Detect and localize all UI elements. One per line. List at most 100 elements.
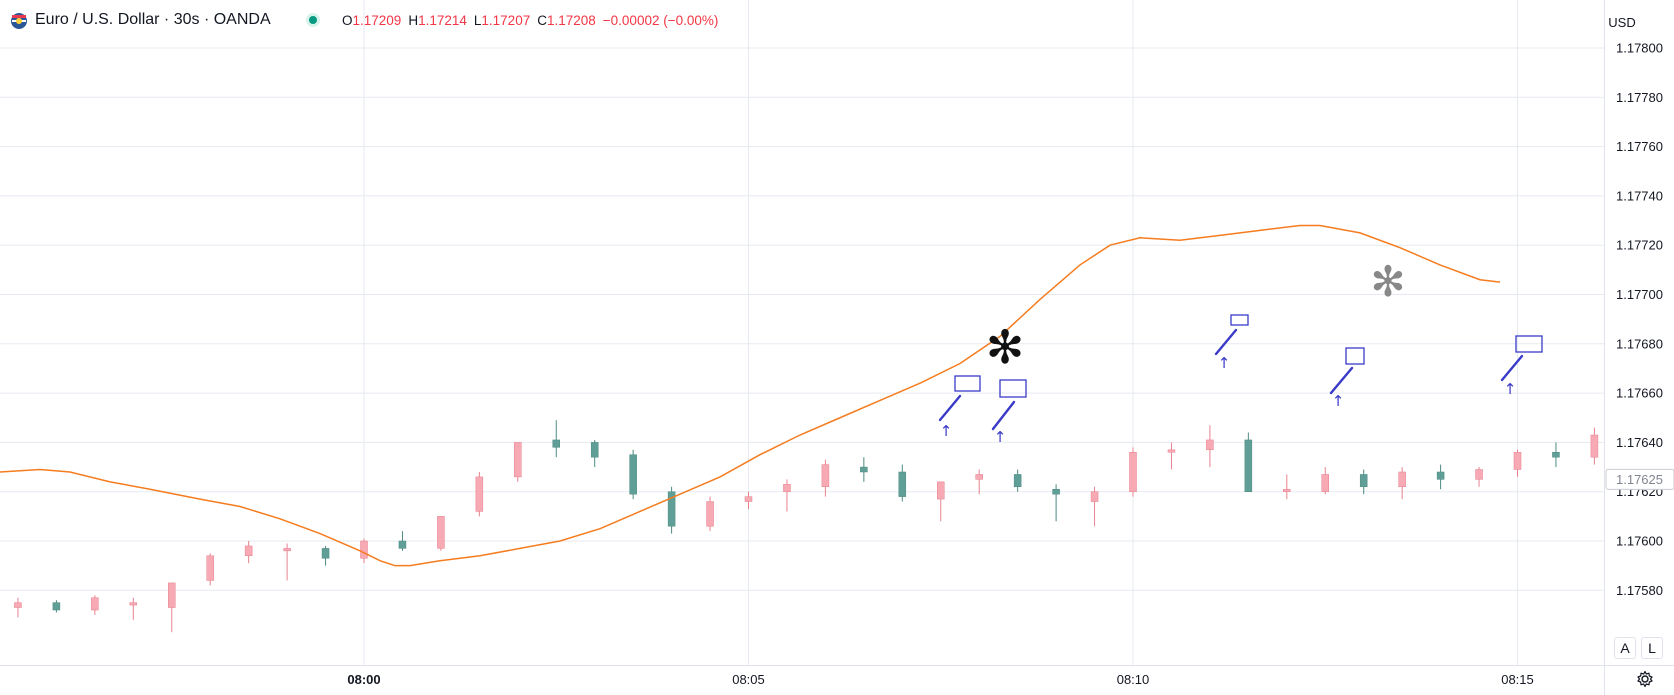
flag-logo-icon — [11, 13, 27, 29]
candle-body — [1167, 449, 1176, 453]
price-tick-label: 1.17780 — [1616, 90, 1663, 105]
price-tick-label: 1.17760 — [1616, 139, 1663, 154]
price-tick-label: 1.17640 — [1616, 435, 1663, 450]
grid — [0, 0, 1604, 665]
candle — [1206, 425, 1214, 468]
candle — [1590, 427, 1599, 465]
annotation-slash — [938, 394, 962, 422]
candle — [1475, 467, 1483, 487]
ohlc-value: 1.17214 — [418, 13, 467, 28]
log-scale-button[interactable]: L — [1641, 637, 1663, 659]
candle — [1359, 469, 1368, 495]
candle-body — [1090, 491, 1099, 502]
currency-button[interactable]: USD — [1608, 15, 1636, 30]
price-tick-label: 1.17680 — [1616, 336, 1663, 351]
annotation-box — [999, 379, 1027, 398]
candle — [783, 479, 791, 512]
auto-scale-button[interactable]: A — [1614, 637, 1636, 659]
candle — [1090, 486, 1099, 527]
time-tick-label: 08:05 — [732, 672, 765, 687]
annotation-box — [954, 375, 981, 392]
candle-body — [1321, 474, 1329, 492]
price-axis-bg — [1604, 0, 1674, 695]
candle — [860, 457, 868, 482]
annotation-arrow: ↑ — [940, 422, 953, 440]
candle-body — [860, 466, 868, 473]
candle-body — [437, 516, 445, 549]
annotation-slash — [1329, 366, 1354, 395]
annotation-arrow: ↑ — [1218, 354, 1231, 372]
candle-body — [1244, 439, 1253, 492]
candle-body — [898, 471, 907, 497]
candle — [667, 486, 676, 534]
candle-body — [168, 582, 176, 608]
candle-body — [244, 545, 253, 557]
candle — [1513, 449, 1522, 477]
ohlc-value: 1.17208 — [546, 13, 596, 28]
candle-body — [552, 439, 560, 448]
candle-body — [514, 442, 522, 478]
candlestick-series — [14, 420, 1674, 633]
gear-icon[interactable] — [1636, 670, 1654, 688]
candle-body — [706, 501, 714, 527]
candle-body — [744, 496, 753, 502]
candle — [1129, 447, 1137, 497]
candle-body — [129, 602, 138, 606]
candle — [629, 449, 637, 500]
candle — [744, 491, 753, 509]
price-tick-label: 1.17600 — [1616, 534, 1663, 549]
candle-body — [283, 548, 291, 552]
price-tick-label: 1.17800 — [1616, 41, 1663, 56]
candle-body — [1013, 474, 1022, 488]
time-axis-bg — [0, 665, 1674, 695]
current-price-label: 1.17625 — [1616, 472, 1663, 487]
candle — [514, 442, 522, 482]
candle-body — [1590, 434, 1599, 458]
candle — [14, 597, 22, 618]
candle — [475, 471, 484, 517]
candle — [898, 464, 907, 502]
candle — [1321, 467, 1329, 495]
annotation-box — [1230, 314, 1249, 326]
candle — [1052, 484, 1060, 522]
candle — [821, 459, 830, 497]
price-tick-label: 1.17700 — [1616, 287, 1663, 302]
candle-body — [1513, 452, 1522, 470]
price-tick-label: 1.17720 — [1616, 238, 1663, 253]
candle — [129, 597, 138, 620]
candle — [244, 541, 253, 564]
candle-body — [1398, 471, 1406, 488]
annotation-box — [1345, 347, 1365, 365]
candle — [1283, 474, 1291, 500]
annotation-slash — [1214, 328, 1238, 356]
ohlc-value: 1.17207 — [481, 13, 531, 28]
ma-polyline — [0, 224, 1501, 567]
candle — [52, 600, 61, 613]
candle-body — [398, 540, 407, 549]
change-value: −0.00002 (−0.00%) — [602, 13, 719, 28]
candle-body — [937, 481, 945, 500]
candle-body — [52, 602, 61, 611]
candle — [398, 531, 407, 551]
candle-body — [667, 491, 676, 527]
candle-body — [1283, 488, 1291, 492]
annotation-slash — [1500, 354, 1524, 382]
candle — [321, 545, 330, 566]
current-price-badge — [1605, 468, 1674, 490]
ohlc-readout: O1.17209 H1.17214 L1.17207 C1.17208 −0.00002… — [342, 13, 725, 28]
candle — [360, 538, 368, 564]
symbol-title[interactable]: Euro / U.S. Dollar · 30s · OANDA — [35, 11, 271, 28]
ohlc-key: H — [408, 13, 419, 28]
candle — [91, 595, 99, 615]
candle-body — [1552, 452, 1560, 458]
candle — [706, 496, 714, 532]
candle-body — [975, 474, 983, 480]
candle — [975, 469, 983, 495]
candle — [1013, 469, 1022, 492]
candle — [590, 439, 599, 468]
candle-body — [1359, 474, 1368, 488]
candle — [1436, 464, 1445, 490]
candle-body — [14, 602, 22, 608]
